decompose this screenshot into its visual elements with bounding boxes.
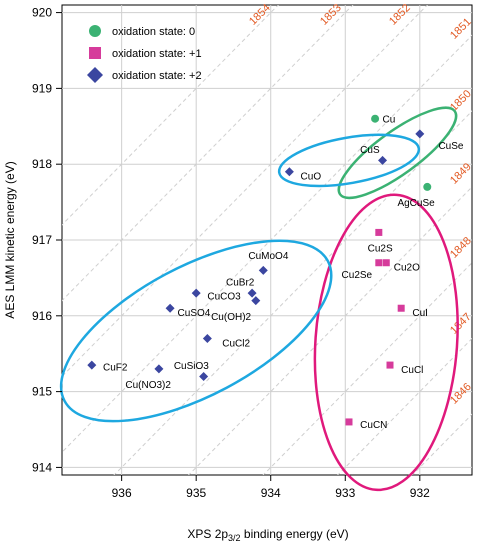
- label-CuO: CuO: [301, 172, 322, 183]
- x-tick-label: 935: [186, 486, 206, 500]
- legend-marker-state-0: [89, 25, 101, 37]
- label-CuSe: CuSe: [438, 141, 463, 152]
- label-Cu(OH)2: Cu(OH)2: [211, 312, 251, 323]
- x-tick-label: 934: [261, 486, 281, 500]
- label-Cu2O: Cu2O: [394, 263, 420, 274]
- grouping-ellipses: [59, 106, 459, 492]
- y-tick-label: 920: [32, 6, 52, 20]
- y-tick-label: 916: [32, 309, 52, 323]
- point-CuCl: [386, 361, 394, 369]
- legend-label-state-0: oxidation state: 0: [112, 26, 195, 38]
- point-CuSe: [415, 129, 425, 139]
- label-CuSO4: CuSO4: [178, 308, 211, 319]
- ellipse-state-plus2-main: [59, 239, 333, 423]
- legend-label-state-plus2: oxidation state: +2: [112, 70, 202, 82]
- y-tick-label: 917: [32, 233, 52, 247]
- point-Cu(NO3)2: [154, 364, 164, 374]
- y-tick-label: 918: [32, 157, 52, 171]
- point-Cu2Se: [375, 259, 383, 267]
- auger-line-1849: [188, 186, 472, 475]
- point-CuO: [284, 167, 294, 177]
- legend-marker-state-plus2: [87, 67, 103, 83]
- point-CuI: [397, 304, 405, 312]
- point-AgCuSe: [423, 182, 432, 191]
- y-tick-label: 915: [32, 385, 52, 399]
- auger-line-1850: [113, 110, 472, 475]
- legend-marker-state-plus1: [89, 47, 101, 59]
- label-Cu: Cu: [383, 115, 396, 126]
- label-Cu(NO3)2: Cu(NO3)2: [125, 380, 171, 391]
- point-(OH)2: [251, 296, 261, 306]
- point-CuCl2: [202, 334, 212, 344]
- label-CuCO3: CuCO3: [207, 291, 241, 302]
- point-Cu: [371, 114, 380, 123]
- point-Cu2O: [382, 259, 390, 267]
- y-tick-label: 914: [32, 460, 52, 474]
- label-CuBr2: CuBr2: [226, 278, 255, 289]
- point-CuS: [378, 155, 388, 165]
- y-tick-label: 919: [32, 81, 52, 95]
- label-CuCl: CuCl: [401, 365, 423, 376]
- legend-label-state-plus1: oxidation state: +1: [112, 48, 202, 60]
- x-tick-label: 933: [335, 486, 355, 500]
- grid: [62, 5, 472, 475]
- data-points: [87, 114, 432, 426]
- point-CuSO4: [165, 303, 175, 313]
- point-CuCO3: [191, 288, 201, 298]
- point-CuF2: [87, 360, 97, 370]
- label-CuMoO4: CuMoO4: [248, 251, 288, 262]
- label-CuSiO3: CuSiO3: [174, 361, 209, 372]
- x-tick-label: 936: [112, 486, 132, 500]
- label-CuCl2: CuCl2: [222, 338, 250, 349]
- x-axis-label: XPS 2p3/2 binding energy (eV): [187, 527, 348, 543]
- y-axis-label: AES LMM kinetic energy (eV): [3, 161, 17, 318]
- auger-line-1853: [62, 5, 354, 302]
- label-CuI: CuI: [412, 308, 428, 319]
- label-Cu2Se: Cu2Se: [342, 270, 373, 281]
- point-CuBr2: [247, 288, 257, 298]
- ellipse-state-plus1: [313, 193, 459, 492]
- point-CuMoO4: [258, 265, 268, 275]
- point-CuSiO3: [199, 371, 209, 381]
- label-Cu2S: Cu2S: [368, 244, 393, 255]
- label-AgCuSe: AgCuSe: [397, 198, 435, 209]
- y-axis-ticks: 914 915 916 917 918 919 920: [32, 6, 62, 474]
- label-CuS: CuS: [360, 145, 380, 156]
- legend: oxidation state: 0 oxidation state: +1 o…: [87, 25, 202, 83]
- ellipse-state-plus2-cuo: [277, 133, 421, 188]
- point-Cu2S: [375, 228, 383, 236]
- x-tick-label: 932: [410, 486, 430, 500]
- label-CuF2: CuF2: [103, 363, 128, 374]
- point-CuCN: [345, 418, 353, 426]
- x-axis-ticks: 936 935 934 933 932: [112, 475, 430, 500]
- label-CuCN: CuCN: [360, 420, 387, 431]
